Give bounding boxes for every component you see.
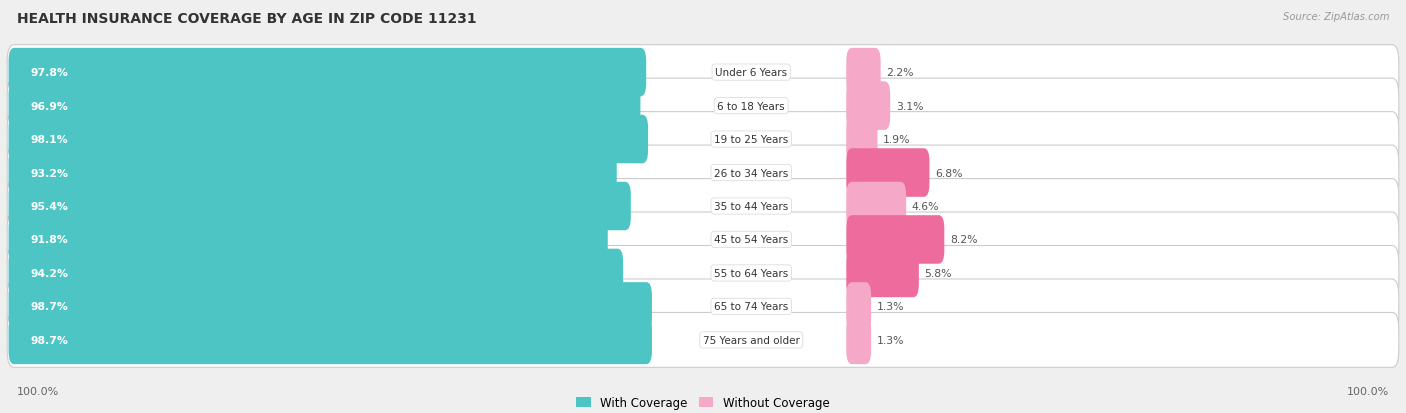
FancyBboxPatch shape: [846, 316, 872, 364]
Text: 93.2%: 93.2%: [31, 168, 69, 178]
FancyBboxPatch shape: [846, 216, 945, 264]
FancyBboxPatch shape: [846, 249, 920, 297]
Text: 3.1%: 3.1%: [896, 101, 924, 112]
FancyBboxPatch shape: [846, 116, 877, 164]
Text: 1.9%: 1.9%: [883, 135, 911, 145]
Text: 2.2%: 2.2%: [886, 68, 914, 78]
Text: 45 to 54 Years: 45 to 54 Years: [714, 235, 789, 245]
Text: 96.9%: 96.9%: [31, 101, 69, 112]
Text: 98.7%: 98.7%: [31, 301, 69, 312]
Legend: With Coverage, Without Coverage: With Coverage, Without Coverage: [572, 392, 834, 413]
Text: 100.0%: 100.0%: [17, 387, 59, 396]
FancyBboxPatch shape: [8, 316, 652, 364]
Text: 97.8%: 97.8%: [31, 68, 69, 78]
FancyBboxPatch shape: [8, 49, 647, 97]
FancyBboxPatch shape: [7, 112, 1399, 167]
Text: HEALTH INSURANCE COVERAGE BY AGE IN ZIP CODE 11231: HEALTH INSURANCE COVERAGE BY AGE IN ZIP …: [17, 12, 477, 26]
Text: Source: ZipAtlas.com: Source: ZipAtlas.com: [1282, 12, 1389, 22]
FancyBboxPatch shape: [8, 216, 607, 264]
Text: Under 6 Years: Under 6 Years: [716, 68, 787, 78]
Text: 26 to 34 Years: 26 to 34 Years: [714, 168, 789, 178]
FancyBboxPatch shape: [7, 279, 1399, 334]
FancyBboxPatch shape: [846, 282, 872, 331]
Text: 75 Years and older: 75 Years and older: [703, 335, 800, 345]
FancyBboxPatch shape: [7, 313, 1399, 368]
Text: 6.8%: 6.8%: [935, 168, 963, 178]
Text: 95.4%: 95.4%: [31, 202, 69, 211]
Text: 98.7%: 98.7%: [31, 335, 69, 345]
Text: 98.1%: 98.1%: [31, 135, 69, 145]
FancyBboxPatch shape: [8, 182, 631, 231]
Text: 1.3%: 1.3%: [876, 301, 904, 312]
FancyBboxPatch shape: [7, 146, 1399, 200]
Text: 19 to 25 Years: 19 to 25 Years: [714, 135, 789, 145]
Text: 65 to 74 Years: 65 to 74 Years: [714, 301, 789, 312]
Text: 100.0%: 100.0%: [1347, 387, 1389, 396]
FancyBboxPatch shape: [8, 116, 648, 164]
Text: 35 to 44 Years: 35 to 44 Years: [714, 202, 789, 211]
FancyBboxPatch shape: [8, 149, 617, 197]
Text: 4.6%: 4.6%: [911, 202, 939, 211]
Text: 1.3%: 1.3%: [876, 335, 904, 345]
FancyBboxPatch shape: [8, 282, 652, 331]
FancyBboxPatch shape: [846, 82, 890, 131]
Text: 5.8%: 5.8%: [924, 268, 952, 278]
Text: 91.8%: 91.8%: [31, 235, 69, 245]
FancyBboxPatch shape: [7, 213, 1399, 267]
FancyBboxPatch shape: [846, 182, 905, 231]
FancyBboxPatch shape: [7, 45, 1399, 100]
Text: 8.2%: 8.2%: [950, 235, 977, 245]
FancyBboxPatch shape: [8, 82, 640, 131]
FancyBboxPatch shape: [7, 179, 1399, 234]
Text: 6 to 18 Years: 6 to 18 Years: [717, 101, 785, 112]
FancyBboxPatch shape: [7, 79, 1399, 134]
Text: 55 to 64 Years: 55 to 64 Years: [714, 268, 789, 278]
FancyBboxPatch shape: [8, 249, 623, 297]
Text: 94.2%: 94.2%: [31, 268, 69, 278]
FancyBboxPatch shape: [846, 149, 929, 197]
FancyBboxPatch shape: [7, 246, 1399, 301]
FancyBboxPatch shape: [846, 49, 880, 97]
